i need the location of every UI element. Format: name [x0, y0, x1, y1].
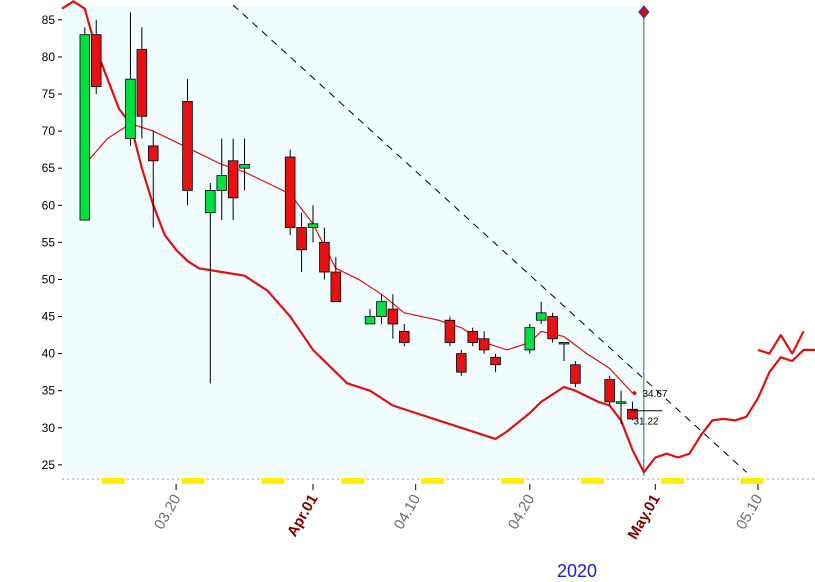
weekend-marker — [752, 478, 764, 484]
candle-body-down — [284, 156, 296, 228]
y-tick-label: 25 — [42, 458, 56, 472]
candle-body-up — [364, 316, 376, 325]
y-tick-label: 35 — [42, 384, 56, 398]
candle-body-down — [148, 145, 159, 162]
candle-body-up — [239, 164, 250, 169]
weekend-marker — [672, 478, 684, 484]
weekend-marker — [512, 478, 525, 484]
candle-body-up — [307, 223, 319, 228]
trendline — [232, 4, 747, 473]
candles-group — [79, 12, 638, 425]
weekend-marker — [181, 478, 194, 484]
weekend-marker — [740, 478, 753, 484]
y-tick-label: 30 — [42, 421, 56, 435]
weekend-marker — [113, 478, 125, 484]
candle-body-up — [79, 34, 91, 221]
y-tick-label: 55 — [42, 235, 56, 249]
candle-body-down — [136, 49, 148, 117]
weekend-marker — [432, 478, 445, 484]
candle-body-up — [558, 342, 570, 345]
candle-body-up — [376, 301, 387, 317]
candle-body-up — [216, 175, 227, 191]
weekend-marker — [193, 478, 205, 484]
year-label: 2020 — [557, 561, 597, 581]
candle-body-up — [615, 401, 627, 404]
weekend-marker — [101, 478, 114, 484]
weekend-marker — [421, 478, 433, 484]
value-labels-group: 34.67 31.22 — [630, 389, 668, 428]
cursor-group — [638, 5, 650, 476]
ma-value-label: 34.67 — [642, 389, 667, 400]
y-tick-label: 40 — [42, 347, 56, 361]
candle-body-down — [444, 319, 456, 343]
moving-average-group — [84, 123, 633, 394]
y-tick-label: 80 — [42, 50, 56, 64]
y-tick-label: 50 — [42, 272, 56, 286]
weekend-marker — [341, 478, 353, 484]
candle-body-up — [535, 312, 547, 321]
y-tick-label: 45 — [42, 310, 56, 324]
candle-body-down — [227, 160, 239, 199]
lower-band-group — [61, 0, 815, 474]
y-tick-label: 70 — [42, 124, 56, 138]
selection-highlight-region — [62, 5, 644, 476]
y-axis-ticks: 25 30 35 40 45 50 55 60 65 70 75 80 85 — [42, 13, 62, 472]
weekend-marker — [660, 478, 673, 484]
y-tick-label: 75 — [42, 87, 56, 101]
weekend-marker — [501, 478, 513, 484]
weekend-marker — [581, 478, 593, 484]
lower-band-line — [61, 0, 815, 474]
moving-average-line — [84, 123, 633, 394]
weekend-marker — [352, 478, 365, 484]
close-value-label: 31.22 — [633, 417, 658, 428]
y-tick-label: 85 — [42, 13, 56, 27]
weekend-marker — [592, 478, 604, 484]
candle-body-down — [570, 364, 581, 384]
candle-body-down — [604, 379, 615, 403]
candle-body-down — [330, 271, 342, 303]
cursor-marker-icon — [638, 5, 650, 19]
ma-value-dot — [632, 391, 637, 396]
candle-body-down — [319, 241, 330, 273]
candle-body-down — [456, 353, 467, 373]
candle-body-up — [205, 190, 216, 214]
weekend-marker — [261, 478, 274, 484]
y-tick-label: 60 — [42, 198, 56, 212]
y-tick-label: 65 — [42, 161, 56, 175]
candle-body-down — [399, 330, 410, 343]
candle-body-down — [182, 101, 193, 191]
candle-body-down — [387, 308, 399, 325]
candle-body-down — [90, 34, 102, 87]
candle-body-down — [627, 408, 638, 420]
candle-body-down — [547, 316, 558, 340]
candle-body-down — [478, 338, 490, 351]
trendline-group — [232, 4, 747, 473]
candle-body-down — [490, 356, 501, 366]
candle-body-down — [296, 227, 307, 251]
candle-body-down — [467, 330, 478, 343]
weekend-marker — [273, 478, 285, 484]
band-tail-line — [757, 330, 805, 355]
candle-body-up — [524, 327, 536, 351]
candle-body-up — [125, 78, 136, 139]
